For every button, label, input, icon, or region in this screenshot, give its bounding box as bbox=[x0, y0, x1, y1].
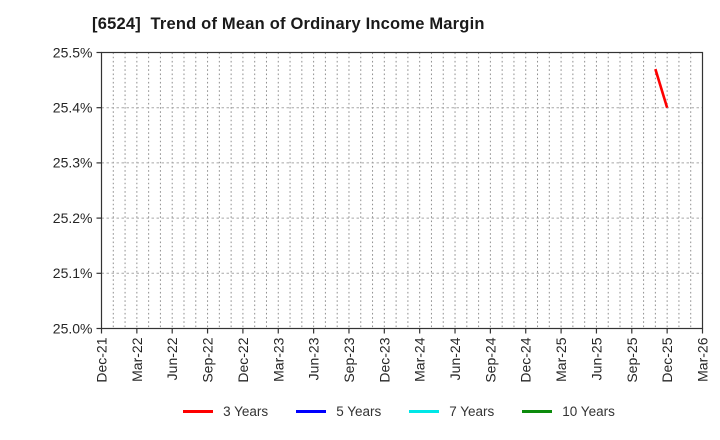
legend-line-swatch bbox=[296, 410, 327, 413]
x-axis-label: Mar-25 bbox=[553, 337, 569, 382]
legend-label: 3 Years bbox=[223, 404, 269, 419]
legend-item-10-years: 10 Years bbox=[522, 404, 615, 419]
y-axis-label: 25.4% bbox=[53, 100, 93, 116]
x-axis-label: Mar-23 bbox=[270, 337, 286, 382]
x-axis-label: Dec-21 bbox=[94, 337, 110, 382]
y-axis-label: 25.2% bbox=[53, 210, 93, 226]
legend-item-7-years: 7 Years bbox=[409, 404, 494, 419]
y-axis-label: 25.1% bbox=[53, 265, 93, 281]
legend-line-swatch bbox=[409, 410, 440, 413]
x-axis-label: Sep-24 bbox=[482, 337, 498, 382]
x-axis-label: Jun-23 bbox=[306, 337, 322, 380]
x-axis-label: Dec-23 bbox=[376, 337, 392, 382]
legend-label: 7 Years bbox=[449, 404, 495, 419]
y-axis-label: 25.5% bbox=[53, 44, 93, 60]
y-axis-label: 25.3% bbox=[53, 155, 93, 171]
x-axis-label: Sep-22 bbox=[200, 337, 216, 382]
x-axis-label: Dec-22 bbox=[235, 337, 251, 382]
legend-label: 5 Years bbox=[336, 404, 382, 419]
x-axis-label: Jun-22 bbox=[164, 337, 180, 380]
x-axis-label: Mar-24 bbox=[412, 337, 428, 382]
legend: 3 Years 5 Years 7 Years 10 Years bbox=[0, 404, 720, 419]
y-axis-label: 25.0% bbox=[53, 320, 93, 336]
x-axis-label: Sep-23 bbox=[341, 337, 357, 382]
chart-title: [6524] Trend of Mean of Ordinary Income … bbox=[92, 15, 485, 33]
series-line-3-years bbox=[654, 68, 669, 109]
x-axis-label: Dec-25 bbox=[659, 337, 675, 382]
x-axis-label: Mar-26 bbox=[695, 337, 711, 382]
legend-label: 10 Years bbox=[562, 404, 615, 419]
x-axis-label: Sep-25 bbox=[624, 337, 640, 382]
legend-line-swatch bbox=[522, 410, 553, 413]
legend-item-3-years: 3 Years bbox=[183, 404, 268, 419]
x-axis-label: Dec-24 bbox=[518, 337, 534, 382]
x-axis-label: Jun-24 bbox=[447, 337, 463, 380]
x-axis-label: Mar-22 bbox=[129, 337, 145, 382]
x-axis-label: Jun-25 bbox=[588, 337, 604, 380]
legend-item-5-years: 5 Years bbox=[296, 404, 381, 419]
plot-frame bbox=[100, 51, 704, 330]
legend-line-swatch bbox=[183, 410, 214, 413]
